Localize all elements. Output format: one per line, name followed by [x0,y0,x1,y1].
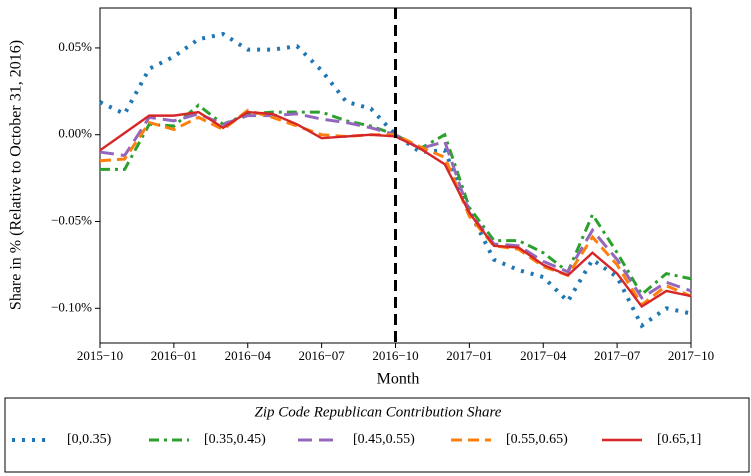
y-tick-label: 0.00% [58,126,92,141]
y-tick-label: −0.10% [51,299,92,314]
series-line [100,103,692,297]
x-axis-label: Month [377,371,420,388]
y-tick-label: −0.05% [51,212,92,227]
legend-label: [0.65,1] [657,432,701,447]
legend-box [4,397,750,473]
x-tick-label: 2016−04 [225,348,272,363]
legend-label: [0.45,0.55) [353,432,415,447]
legend-label: [0.55,0.65) [506,432,568,447]
x-tick-label: 2017−01 [446,348,492,363]
plot-frame [99,7,692,344]
y-axis-label: Share in % (Relative to October 31, 2016… [8,40,25,310]
legend-label: [0.35,0.45) [204,432,266,447]
x-tick-label: 2017−04 [520,348,567,363]
legend-title: Zip Code Republican Contribution Share [255,404,502,420]
x-tick-label: 2015−10 [77,348,123,363]
y-tick-label: 0.05% [58,39,92,54]
series-line [99,110,692,309]
x-tick-label: 2016−10 [372,348,418,363]
x-tick-label: 2017−10 [668,348,714,363]
x-tick-label: 2016−01 [151,348,197,363]
x-tick-label: 2017−07 [594,348,641,363]
legend-label: [0,0.35) [67,432,112,447]
series-line [99,108,692,308]
x-tick-label: 2016−07 [298,348,345,363]
